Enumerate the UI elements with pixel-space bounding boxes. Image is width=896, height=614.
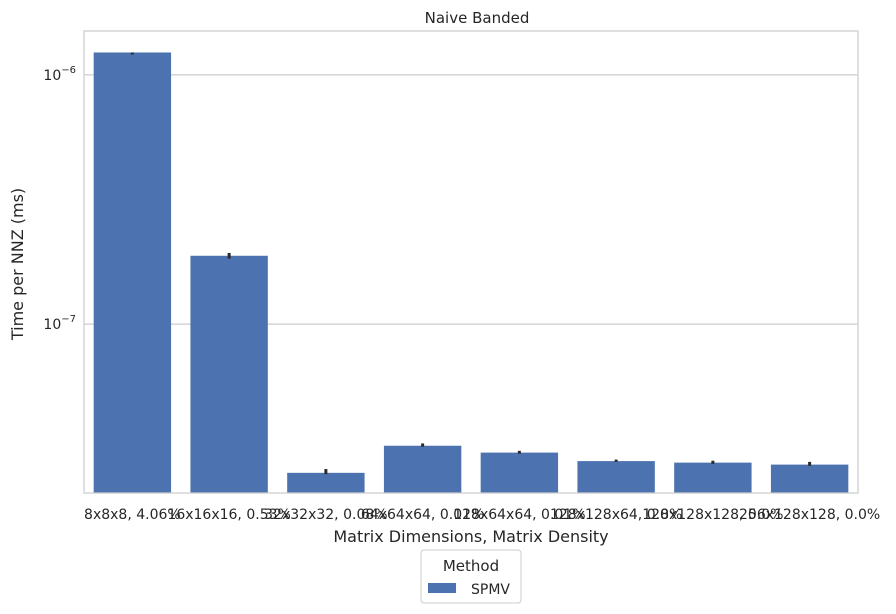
x-tick-label: 8x8x8, 4.06% [84, 507, 181, 523]
x-tick-label: 128x128x128, 0.0% [642, 507, 783, 523]
legend: Method SPMV [420, 549, 522, 604]
bar [93, 52, 172, 493]
bar [674, 462, 752, 493]
x-tick-label: 32x32x32, 0.08% [264, 507, 387, 523]
bar [480, 452, 559, 493]
x-tick-label: 128x64x64, 0.01% [453, 507, 585, 523]
bar-group [93, 52, 849, 493]
legend-entry-spmv: SPMV [471, 582, 510, 598]
error-bar-group [130, 52, 812, 475]
plot-frame [83, 30, 859, 494]
bar [770, 464, 849, 493]
x-axis-label: Matrix Dimensions, Matrix Density [333, 527, 608, 546]
bar [577, 461, 655, 493]
legend-title: Method [443, 557, 499, 575]
bar [190, 255, 268, 493]
y-tick-label: 10−6 [43, 65, 76, 84]
y-tick-labels: 10−6 10−7 [43, 65, 76, 333]
x-tick-labels: 8x8x8, 4.06%16x16x16, 0.53%32x32x32, 0.0… [84, 507, 880, 523]
x-tick-label: 16x16x16, 0.53% [167, 507, 290, 523]
chart-title: Naive Banded [425, 9, 530, 27]
legend-swatch [428, 583, 456, 593]
y-tick-label: 10−7 [43, 314, 76, 333]
x-tick-label: 128x128x64, 0.0% [550, 507, 682, 523]
y-axis-label: Time per NNZ (ms) [8, 188, 27, 341]
x-tick-label: 256x128x128, 0.0% [739, 507, 880, 523]
bar [383, 445, 462, 493]
bar [287, 472, 365, 493]
x-tick-label: 64x64x64, 0.01% [361, 507, 484, 523]
